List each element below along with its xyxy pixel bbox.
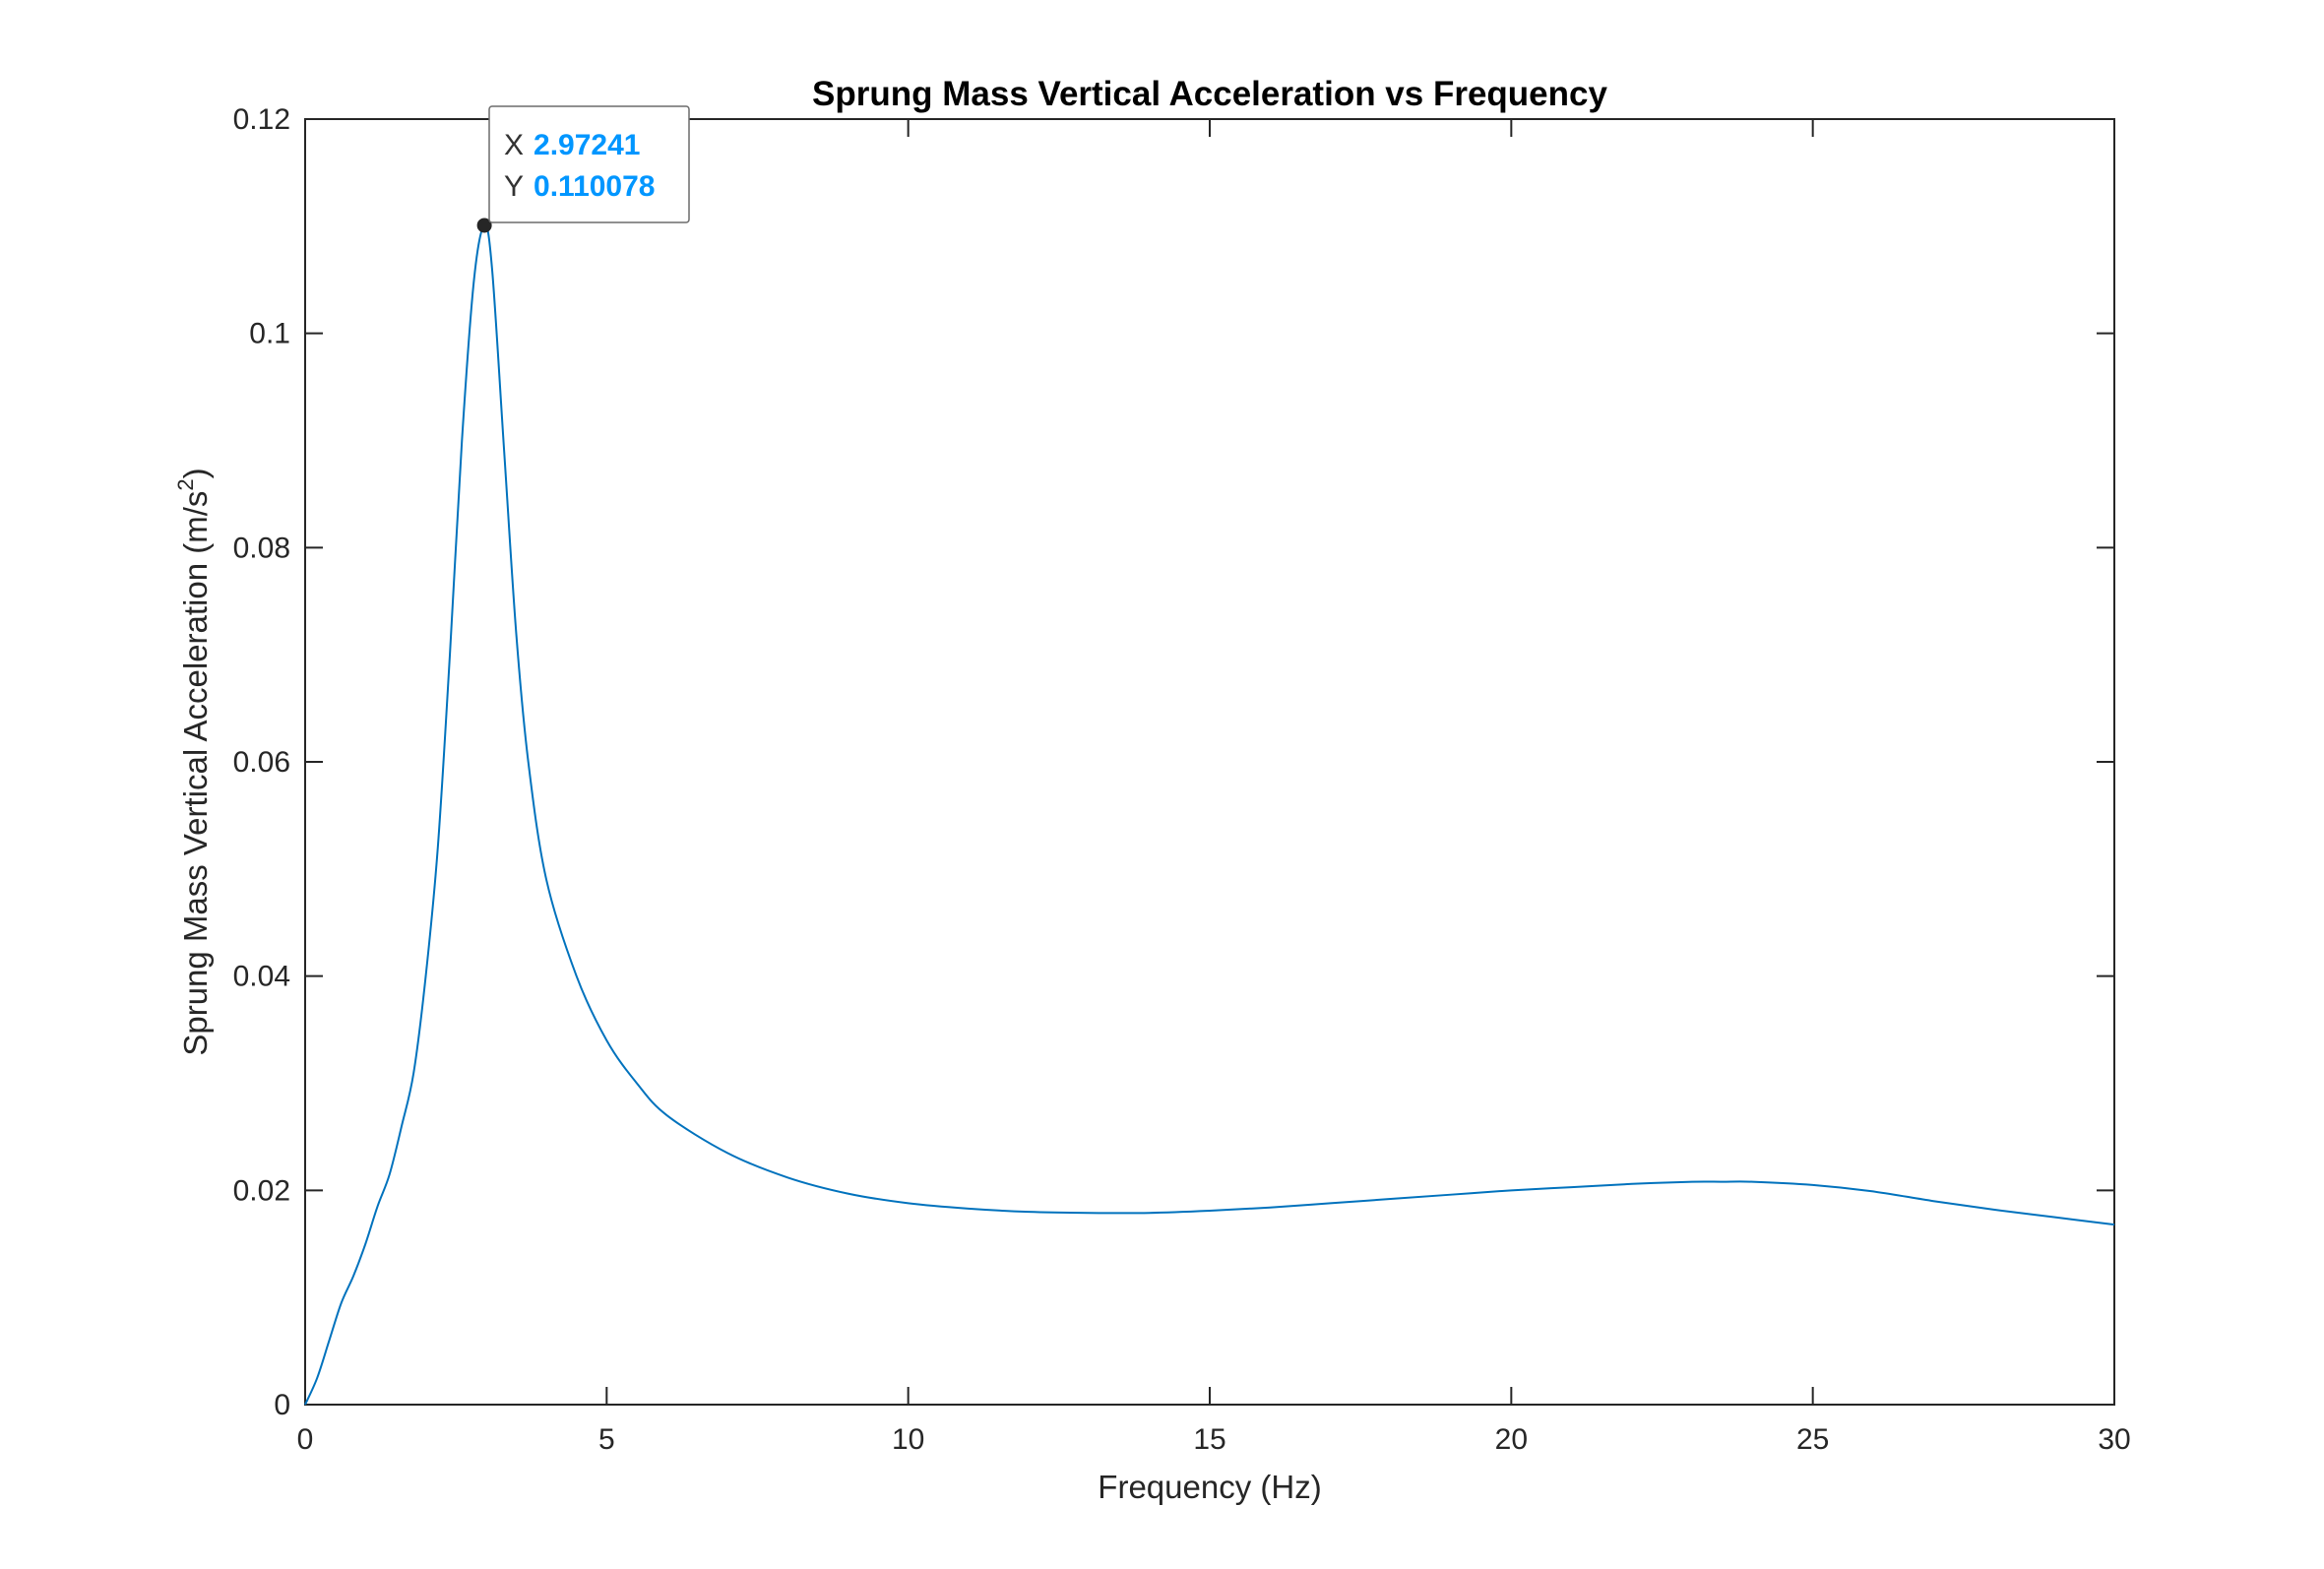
y-tick-label: 0.08 <box>233 532 290 564</box>
chart-title: Sprung Mass Vertical Acceleration vs Fre… <box>812 75 1607 113</box>
x-tick-label: 20 <box>1495 1423 1528 1456</box>
datatip-y-key: Y <box>504 170 524 203</box>
y-tick-label: 0 <box>274 1389 290 1421</box>
datatip-y-row: Y 0.110078 <box>504 170 656 203</box>
y-axis-label: Sprung Mass Vertical Acceleration (m/s2) <box>173 468 214 1055</box>
datatip-x-key: X <box>504 129 524 161</box>
x-tick-label: 15 <box>1193 1423 1225 1456</box>
datatip-y-value: 0.110078 <box>534 170 655 203</box>
y-tick-label: 0.1 <box>249 318 290 350</box>
datatip[interactable]: X 2.97241 Y 0.110078 <box>476 105 690 233</box>
y-axis-ticks: 0 0.02 0.04 0.06 0.08 0.1 0.12 <box>233 103 2114 1421</box>
datatip-x-row: X 2.97241 <box>504 129 640 161</box>
x-tick-label: 5 <box>598 1423 615 1456</box>
plot-area <box>304 118 2115 1406</box>
x-tick-label: 0 <box>297 1423 314 1456</box>
y-tick-label: 0.12 <box>233 103 290 136</box>
y-axis-label-main: Sprung Mass Vertical Acceleration (m/s <box>177 491 214 1056</box>
datatip-x-value: 2.97241 <box>534 129 640 161</box>
y-axis-label-superscript: 2 <box>173 478 198 490</box>
y-tick-label: 0.02 <box>233 1174 290 1207</box>
y-tick-label: 0.06 <box>233 746 290 779</box>
x-axis-label: Frequency (Hz) <box>1098 1469 1321 1505</box>
series-line <box>304 223 2115 1406</box>
x-tick-label: 25 <box>1796 1423 1829 1456</box>
y-axis-label-close: ) <box>177 468 214 478</box>
x-tick-label: 30 <box>2098 1423 2130 1456</box>
datatip-box[interactable] <box>488 105 690 223</box>
datatip-marker[interactable] <box>476 218 492 233</box>
y-tick-label: 0.04 <box>233 961 290 993</box>
x-tick-label: 10 <box>892 1423 924 1456</box>
x-axis-ticks: 0 5 10 15 20 25 30 <box>297 119 2131 1456</box>
